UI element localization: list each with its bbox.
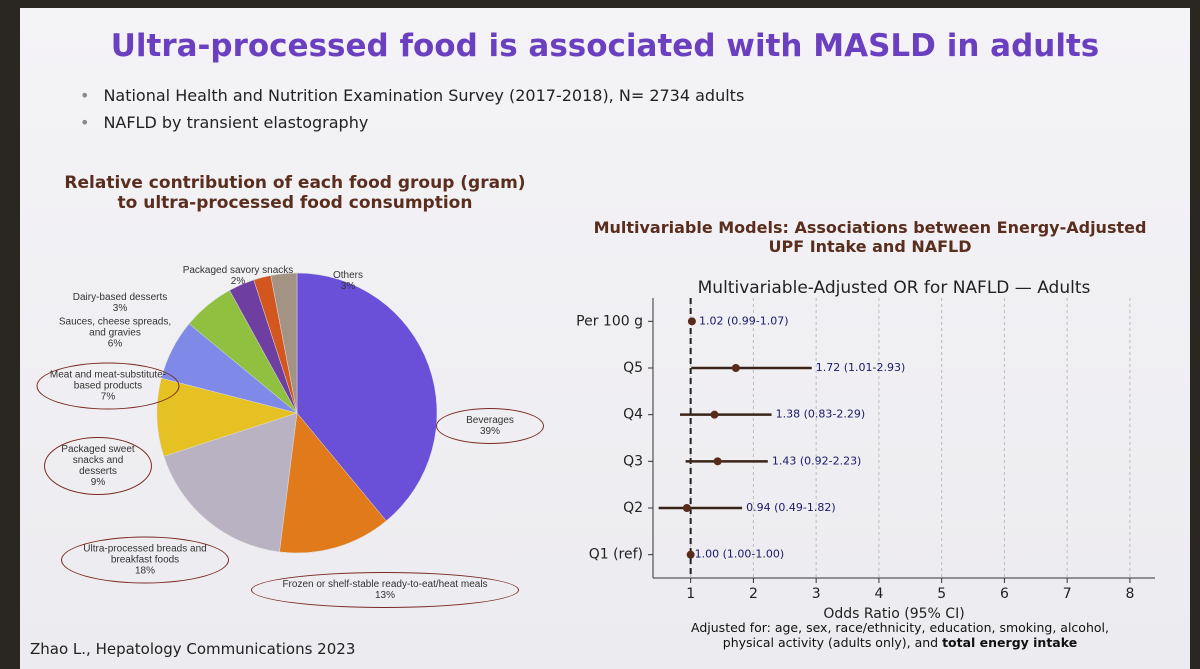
pie-slice — [296, 272, 438, 522]
pie-label-value: 6% — [107, 338, 123, 350]
pie-label: Dairy-based desserts 3% — [52, 286, 188, 320]
citation: Zhao L., Hepatology Communications 2023 — [30, 640, 356, 658]
x-axis-label: Odds Ratio (95% CI) — [823, 606, 964, 622]
pie-slice — [270, 272, 298, 414]
y-tick-label: Q2 — [623, 500, 643, 516]
footnote-text: Adjusted for: age, sex, race/ethnicity, … — [691, 620, 1109, 650]
plot-title: Multivariable-Adjusted OR for NAFLD — Ad… — [698, 278, 1091, 298]
pie-label-value: 39% — [479, 426, 500, 437]
y-tick-label: Q5 — [623, 360, 643, 376]
pie-label: Beverages 39% — [436, 408, 544, 444]
pie-label: Sauces, cheese spreads, and gravies 6% — [42, 311, 188, 356]
slide-title: Ultra-processed food is associated with … — [110, 28, 1100, 64]
pie-label-name: Dairy-based desserts — [72, 292, 168, 303]
pie-label-name: Others — [332, 270, 363, 281]
pie-label-value: 2% — [230, 276, 246, 287]
pie-label: Frozen or shelf-stable ready-to-eat/heat… — [251, 572, 519, 608]
point-estimate — [731, 364, 740, 372]
pie-label: Packaged sweet snacks and desserts 9% — [44, 437, 152, 495]
x-tick-label: 8 — [1125, 586, 1134, 602]
y-tick-label: Q4 — [623, 407, 643, 423]
chart-heading: Multivariable Models: Associations betwe… — [593, 218, 1147, 256]
charts: Multivariable-Adjusted OR for NAFLD — Ad… — [156, 272, 1155, 622]
value-label: 1.72 (1.01-2.93) — [816, 361, 906, 374]
pie-label-name: Sauces, cheese spreads, and gravies — [58, 316, 172, 339]
pie-label-name: Ultra-processed breads and breakfast foo… — [83, 543, 207, 566]
y-tick-label: Q3 — [623, 453, 643, 469]
chart-title: Relative contribution of each food group… — [64, 173, 526, 213]
x-tick-label: 7 — [1063, 586, 1072, 602]
point-estimate — [713, 457, 722, 466]
pie-label-name: Meat and meat-substitute-based products — [49, 369, 167, 392]
pie-label-value: 3% — [340, 281, 356, 292]
pie-label-value: 18% — [134, 565, 155, 577]
x-tick-label: 5 — [937, 586, 946, 602]
pie-slice — [279, 412, 387, 554]
point-estimate — [710, 410, 719, 419]
pie-label-value: 9% — [90, 477, 106, 488]
bullet: NAFLD by transient elastography — [80, 113, 368, 132]
pie-label: Ultra-processed breads and breakfast foo… — [61, 536, 229, 584]
pie-slice — [163, 412, 298, 553]
pie-label: Meat and meat-substitute-based products 7… — [36, 362, 180, 410]
footnote: Adjusted for: age, sex, race/ethnicity, … — [680, 620, 1120, 650]
point-estimate — [686, 550, 695, 559]
bullet: National Health and Nutrition Examinatio… — [80, 86, 744, 105]
x-tick-label: 1 — [686, 586, 695, 602]
value-label: 1.38 (0.83-2.29) — [776, 408, 866, 421]
footnote-bold: total energy intake — [942, 635, 1078, 650]
pie-label-name: Packaged savory snacks — [182, 265, 294, 276]
x-tick-label: 3 — [812, 586, 821, 602]
value-label: 0.94 (0.49-1.82) — [746, 501, 836, 514]
pie-label-name: Frozen or shelf-stable ready-to-eat/heat… — [282, 579, 488, 590]
y-tick-label: Per 100 g — [576, 313, 643, 329]
point-estimate — [687, 317, 696, 326]
pie-label-value: 13% — [374, 590, 395, 601]
x-tick-label: 6 — [1000, 586, 1009, 602]
slide: Ultra-processed food is associated with … — [20, 8, 1190, 669]
pie-label-value: 7% — [100, 391, 116, 403]
pie-label-name: Beverages — [466, 415, 514, 426]
value-label: 1.43 (0.92-2.23) — [772, 454, 862, 467]
pie-label-value: 3% — [112, 303, 128, 314]
pie-label: Others 3% — [310, 264, 386, 298]
pie-label-name: Packaged sweet snacks and desserts — [61, 444, 135, 477]
point-estimate — [682, 504, 691, 512]
y-tick-label: Q1 (ref) — [589, 547, 643, 563]
x-tick-label: 2 — [749, 586, 758, 602]
value-label: 1.02 (0.99-1.07) — [699, 314, 789, 327]
value-label: 1.00 (1.00-1.00) — [695, 548, 785, 561]
pie-label: Packaged savory snacks 2% — [160, 259, 316, 293]
x-tick-label: 4 — [874, 586, 883, 602]
